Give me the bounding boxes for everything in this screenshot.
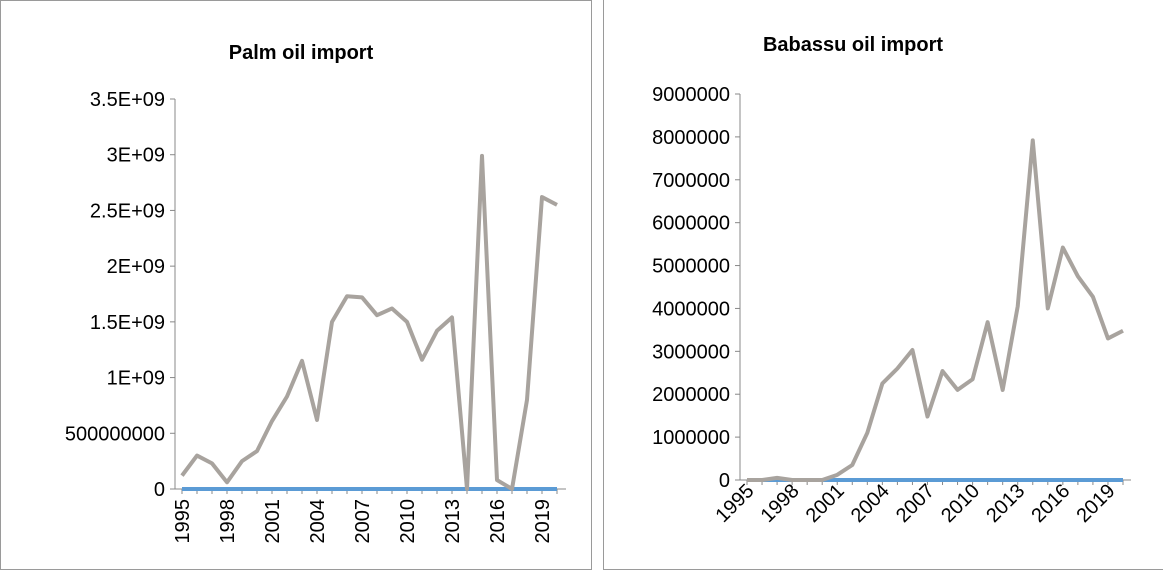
x-tick-label: 1998 <box>217 499 239 544</box>
y-tick-label: 3000000 <box>652 341 730 363</box>
x-tick-label: 2010 <box>397 499 419 544</box>
y-tick-label: 5000000 <box>652 256 730 278</box>
y-tick-label: 8000000 <box>652 127 730 149</box>
y-tick-label: 2.5E+09 <box>90 200 165 222</box>
series-line-main <box>180 153 558 491</box>
chart-title: Babassu oil import <box>763 34 943 56</box>
y-tick-label: 0 <box>719 470 730 492</box>
y-tick-label: 1000000 <box>652 427 730 449</box>
x-tick-label: 2013 <box>442 499 464 544</box>
x-tick-label: 2016 <box>1027 480 1074 527</box>
chart-title: Palm oil import <box>229 42 374 64</box>
chart-panel-babassu: Babassu oil import 0 1000000 2000000 300000… <box>603 0 1163 570</box>
babassu-oil-chart: Babassu oil import 0 1000000 2000000 300000… <box>652 34 1131 527</box>
x-tick-label: 2007 <box>892 480 939 527</box>
y-tick-label: 4000000 <box>652 298 730 320</box>
x-tick-label: 1995 <box>172 499 194 544</box>
x-tick-label: 2013 <box>982 480 1029 527</box>
y-tick-label: 7000000 <box>652 170 730 192</box>
y-tick-label: 0 <box>154 479 165 501</box>
x-tick-label: 2016 <box>487 499 509 544</box>
x-tick-label: 2004 <box>307 499 329 544</box>
y-tick-label: 3E+09 <box>107 145 165 167</box>
x-tick-label: 2001 <box>802 480 849 527</box>
y-tick-label: 1.5E+09 <box>90 312 165 334</box>
y-tick-label: 1E+09 <box>107 368 165 390</box>
x-tick-label: 2010 <box>937 480 984 527</box>
series-line-main <box>747 138 1124 482</box>
x-tick-label: 2019 <box>532 499 554 544</box>
y-tick-label: 500000000 <box>65 423 165 445</box>
y-tick-label: 9000000 <box>652 84 730 106</box>
y-tick-label: 2E+09 <box>107 256 165 278</box>
palm-oil-chart: Palm oil import 0 500000000 1E+09 1.5E+09 2E… <box>65 42 566 544</box>
x-tick-label: 1998 <box>757 480 804 527</box>
chart-panel-palm: Palm oil import 0 500000000 1E+09 1.5E+09 2E… <box>0 0 592 570</box>
x-tick-label: 2001 <box>262 499 284 544</box>
x-tick-label: 2019 <box>1072 480 1119 527</box>
x-tick-label: 2007 <box>352 499 374 544</box>
y-tick-label: 2000000 <box>652 384 730 406</box>
y-tick-label: 3.5E+09 <box>90 89 165 111</box>
x-tick-label: 2004 <box>847 480 894 527</box>
y-tick-label: 6000000 <box>652 213 730 235</box>
